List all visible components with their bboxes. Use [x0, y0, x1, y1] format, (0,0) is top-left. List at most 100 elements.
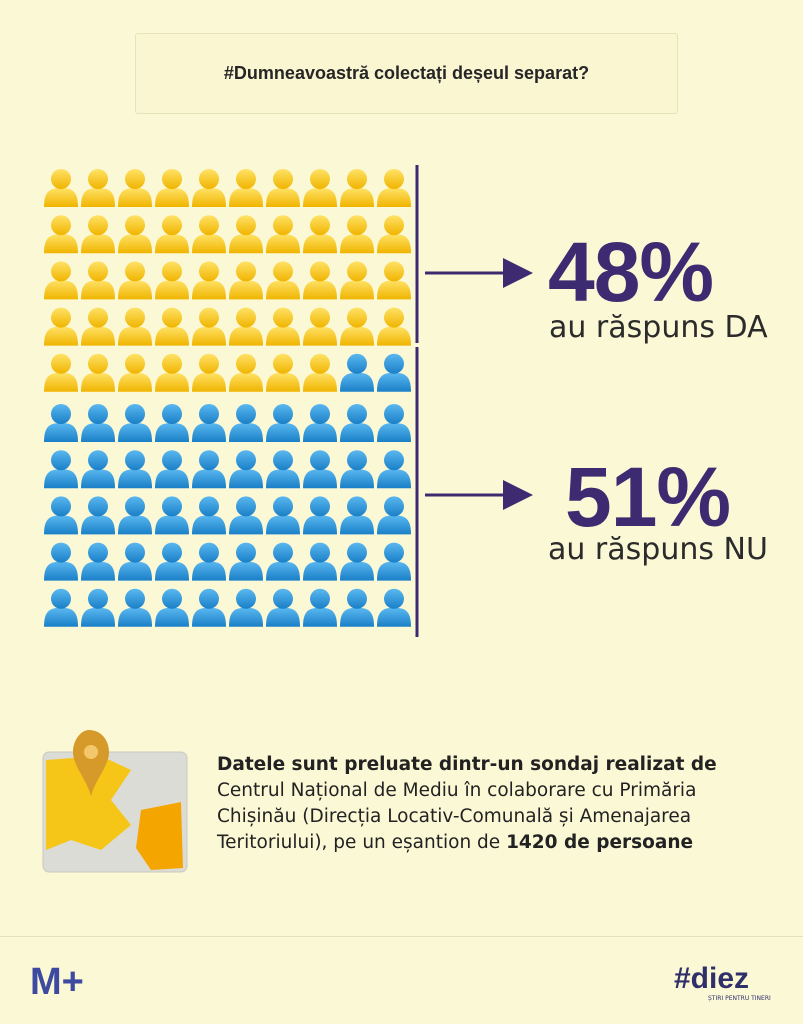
person-icon-nu: [118, 496, 152, 535]
person-icon-da: [340, 261, 374, 300]
person-icon-da: [192, 307, 226, 346]
person-icon-da: [303, 261, 337, 300]
person-icon-nu: [377, 450, 411, 489]
person-icon-da: [81, 215, 115, 254]
person-icon-nu: [81, 542, 115, 581]
person-icon-nu: [303, 404, 337, 442]
person-icon-nu: [118, 542, 152, 581]
person-icon-nu: [303, 542, 337, 581]
person-icon-da: [81, 261, 115, 300]
person-icon-da: [303, 353, 337, 392]
person-icon-da: [266, 353, 300, 392]
person-icon-da: [303, 307, 337, 346]
m-plus-logo-text: M+: [30, 961, 84, 1000]
person-icon-nu: [303, 588, 337, 627]
person-icon-da: [118, 169, 152, 207]
person-icon-nu: [377, 404, 411, 442]
person-icon-nu: [229, 450, 263, 489]
person-icon-nu: [192, 450, 226, 489]
person-icon-nu: [340, 353, 374, 392]
person-icon-da: [229, 261, 263, 300]
person-icon-nu: [377, 588, 411, 627]
person-icon-da: [155, 261, 189, 300]
person-icon-da: [229, 215, 263, 254]
person-icon-da: [44, 261, 78, 300]
person-icon-da: [81, 169, 115, 207]
person-icon-nu: [192, 404, 226, 442]
diez-logo: #diez ȘTIRI PENTRU TINERI: [674, 962, 771, 1002]
person-icon-nu: [44, 404, 78, 442]
person-icon-da: [155, 307, 189, 346]
source-text: Centrul Național de Mediu în colaborare …: [217, 780, 697, 853]
person-icon-nu: [118, 588, 152, 627]
source-note: Datele sunt preluate dintr-un sondaj rea…: [217, 752, 777, 856]
person-icon-da: [266, 215, 300, 254]
pictogram-chart: [44, 165, 533, 637]
person-icon-nu: [266, 450, 300, 489]
percent-da: 48%: [548, 225, 714, 319]
person-icon-nu: [81, 496, 115, 535]
person-icon-nu: [303, 496, 337, 535]
person-icon-nu: [44, 542, 78, 581]
person-icon-da: [192, 353, 226, 392]
person-icon-nu: [266, 496, 300, 535]
person-icon-da: [340, 307, 374, 346]
person-icon-nu: [155, 450, 189, 489]
person-icon-nu: [192, 588, 226, 627]
person-icon-da: [118, 307, 152, 346]
person-icon-da: [266, 307, 300, 346]
person-icon-da: [44, 169, 78, 207]
person-icon-da: [192, 261, 226, 300]
person-icon-da: [44, 307, 78, 346]
person-icon-nu: [155, 588, 189, 627]
caption-nu: au răspuns NU: [548, 532, 768, 567]
person-icon-da: [229, 169, 263, 207]
person-icon-nu: [229, 542, 263, 581]
person-icon-nu: [266, 588, 300, 627]
person-icon-nu: [155, 404, 189, 442]
person-icon-da: [192, 169, 226, 207]
person-icon-nu: [377, 542, 411, 581]
person-icon-da: [155, 169, 189, 207]
person-icon-da: [118, 353, 152, 392]
diez-logo-text: #diez: [674, 962, 749, 995]
person-icon-nu: [377, 496, 411, 535]
person-icon-da: [118, 215, 152, 254]
person-icon-da: [303, 215, 337, 254]
source-intro: Datele sunt preluate dintr-un sondaj rea…: [217, 754, 717, 775]
person-icon-nu: [266, 404, 300, 442]
person-icon-da: [377, 169, 411, 207]
person-icon-nu: [229, 404, 263, 442]
person-icon-nu: [266, 542, 300, 581]
person-icon-da: [81, 307, 115, 346]
person-icon-nu: [44, 450, 78, 489]
person-icon-nu: [229, 588, 263, 627]
person-icon-da: [266, 169, 300, 207]
person-icon-nu: [44, 496, 78, 535]
person-icon-nu: [340, 588, 374, 627]
person-icon-nu: [81, 404, 115, 442]
diez-tagline: ȘTIRI PENTRU TINERI: [708, 995, 771, 1002]
person-icon-nu: [44, 588, 78, 627]
person-icon-da: [44, 353, 78, 392]
footer-divider: [0, 936, 803, 937]
person-icon-da: [377, 215, 411, 254]
person-icon-nu: [192, 496, 226, 535]
person-icon-nu: [229, 496, 263, 535]
person-icon-da: [229, 353, 263, 392]
person-icon-nu: [340, 542, 374, 581]
person-icon-nu: [377, 353, 411, 392]
person-icon-da: [340, 215, 374, 254]
person-icon-nu: [155, 542, 189, 581]
caption-da: au răspuns DA: [549, 310, 768, 345]
page-title: #Dumneavoastră colectați deșeul separat?: [223, 63, 590, 83]
person-icon-nu: [340, 450, 374, 489]
title-box: #Dumneavoastră colectați deșeul separat?: [135, 33, 678, 114]
m-plus-logo: M+: [30, 961, 84, 1000]
map-illustration-icon: [42, 730, 188, 873]
person-icon-da: [155, 215, 189, 254]
person-icon-nu: [340, 496, 374, 535]
person-icon-da: [377, 261, 411, 300]
person-icon-da: [155, 353, 189, 392]
percent-nu: 51%: [565, 450, 731, 544]
